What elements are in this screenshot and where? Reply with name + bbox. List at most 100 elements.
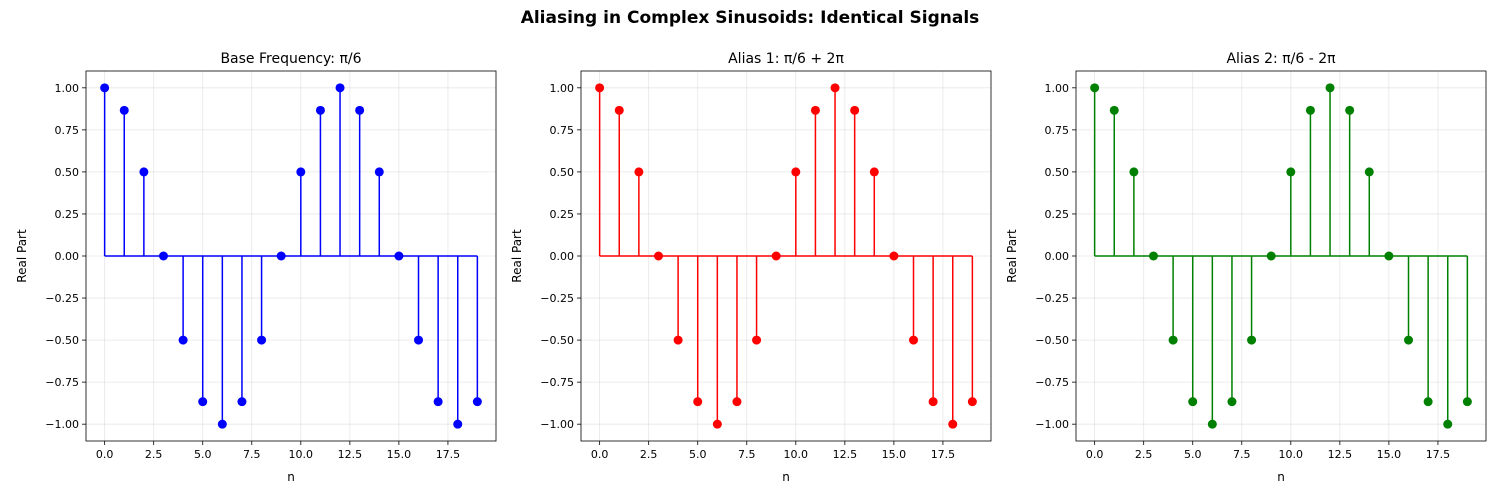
subplot-title: Alias 2: π/6 - 2π	[1226, 51, 1336, 67]
stem-marker	[100, 83, 110, 93]
stem-marker	[257, 335, 267, 345]
stem-marker	[595, 83, 605, 93]
x-tick-label: 0.0	[591, 448, 609, 461]
stem-marker	[1462, 397, 1472, 407]
x-tick-label: 12.5	[833, 448, 858, 461]
stem-marker	[1090, 83, 1100, 93]
stem-marker	[928, 397, 938, 407]
stem-marker	[889, 251, 899, 261]
y-tick-label: −0.25	[540, 292, 574, 305]
stem-marker	[453, 419, 463, 429]
stem-marker	[1168, 335, 1178, 345]
stem-marker	[1423, 397, 1433, 407]
x-tick-label: 10.0	[1279, 448, 1304, 461]
x-tick-label: 15.0	[882, 448, 907, 461]
stem-marker	[237, 397, 247, 407]
x-tick-label: 7.5	[738, 448, 756, 461]
stem-marker	[139, 167, 149, 177]
stem-marker	[810, 105, 820, 115]
x-tick-label: 2.5	[1135, 448, 1153, 461]
y-tick-label: 0.50	[55, 166, 80, 179]
stem-marker	[712, 419, 722, 429]
x-tick-label: 0.0	[96, 448, 114, 461]
stem-marker	[276, 251, 286, 261]
y-axis-label: Real Part	[1005, 229, 1019, 283]
stem-marker	[315, 105, 325, 115]
stem-marker	[1404, 335, 1414, 345]
stem-marker	[830, 83, 840, 93]
y-tick-label: −0.75	[45, 376, 79, 389]
stem-marker	[614, 105, 624, 115]
x-tick-label: 2.5	[640, 448, 658, 461]
stem-marker	[198, 397, 208, 407]
stem-marker	[791, 167, 801, 177]
stem-marker	[1305, 105, 1315, 115]
y-tick-label: −0.25	[1035, 292, 1069, 305]
x-tick-label: 17.5	[436, 448, 461, 461]
stem-marker	[1443, 419, 1453, 429]
x-tick-label: 5.0	[1184, 448, 1202, 461]
x-tick-label: 2.5	[145, 448, 163, 461]
stem-marker	[850, 105, 860, 115]
stem-marker	[693, 397, 703, 407]
y-tick-label: −1.00	[45, 418, 79, 431]
stem-marker	[1109, 105, 1119, 115]
stem-marker	[732, 397, 742, 407]
stem-marker	[178, 335, 188, 345]
y-axis-label: Real Part	[15, 229, 29, 283]
x-tick-label: 7.5	[1233, 448, 1251, 461]
y-tick-label: 0.25	[1045, 208, 1070, 221]
stem-marker	[1227, 397, 1237, 407]
x-tick-label: 15.0	[387, 448, 412, 461]
x-tick-label: 10.0	[289, 448, 314, 461]
stem-marker	[1247, 335, 1257, 345]
y-tick-label: 1.00	[550, 82, 575, 95]
y-tick-label: 1.00	[55, 82, 80, 95]
y-tick-label: 0.25	[55, 208, 80, 221]
stem-marker	[869, 167, 879, 177]
x-tick-label: 10.0	[784, 448, 809, 461]
y-tick-label: −0.25	[45, 292, 79, 305]
stem-marker	[1148, 251, 1158, 261]
y-tick-label: −1.00	[540, 418, 574, 431]
stem-marker	[296, 167, 306, 177]
stem-marker	[158, 251, 168, 261]
stem-marker	[752, 335, 762, 345]
x-tick-label: 15.0	[1377, 448, 1402, 461]
figure-title: Aliasing in Complex Sinusoids: Identical…	[520, 8, 980, 28]
stem-marker	[653, 251, 663, 261]
stem-marker	[1129, 167, 1139, 177]
x-axis-label: n	[782, 470, 790, 484]
y-tick-label: 0.50	[1045, 166, 1070, 179]
subplot-title: Base Frequency: π/6	[220, 51, 361, 67]
stem-marker	[1188, 397, 1198, 407]
stem-marker	[335, 83, 345, 93]
stem-marker	[1266, 251, 1276, 261]
stem-marker	[433, 397, 443, 407]
stem-marker	[472, 397, 482, 407]
stem-marker	[119, 105, 129, 115]
x-tick-label: 17.5	[1426, 448, 1451, 461]
y-tick-label: −0.75	[540, 376, 574, 389]
y-tick-label: −0.50	[1035, 334, 1069, 347]
subplot-2: 0.0 2.5 5.0 7.5 10.0 12.5 15.0 17.5 −1.00 −0.75 −0…	[510, 51, 992, 484]
x-tick-label: 5.0	[194, 448, 212, 461]
y-tick-label: 0.75	[1045, 124, 1070, 137]
y-axis-label: Real Part	[510, 229, 524, 283]
y-tick-label: 0.00	[55, 250, 80, 263]
y-tick-label: −0.50	[45, 334, 79, 347]
stem-marker	[1384, 251, 1394, 261]
stem-marker	[948, 419, 958, 429]
x-tick-label: 12.5	[338, 448, 363, 461]
y-tick-label: 0.00	[550, 250, 575, 263]
x-axis-label: n	[1277, 470, 1285, 484]
y-tick-label: −1.00	[1035, 418, 1069, 431]
stem-marker	[909, 335, 919, 345]
y-tick-label: −0.50	[540, 334, 574, 347]
subplot-3: 0.0 2.5 5.0 7.5 10.0 12.5 15.0 17.5 −1.00 −0.75 −0…	[1005, 51, 1487, 484]
subplot-1: 0.0 2.5 5.0 7.5 10.0 12.5 15.0 17.5 −1.00 −0.75 −0…	[15, 51, 497, 484]
stem-marker	[374, 167, 384, 177]
stem-marker	[355, 105, 365, 115]
stem-marker	[1345, 105, 1355, 115]
